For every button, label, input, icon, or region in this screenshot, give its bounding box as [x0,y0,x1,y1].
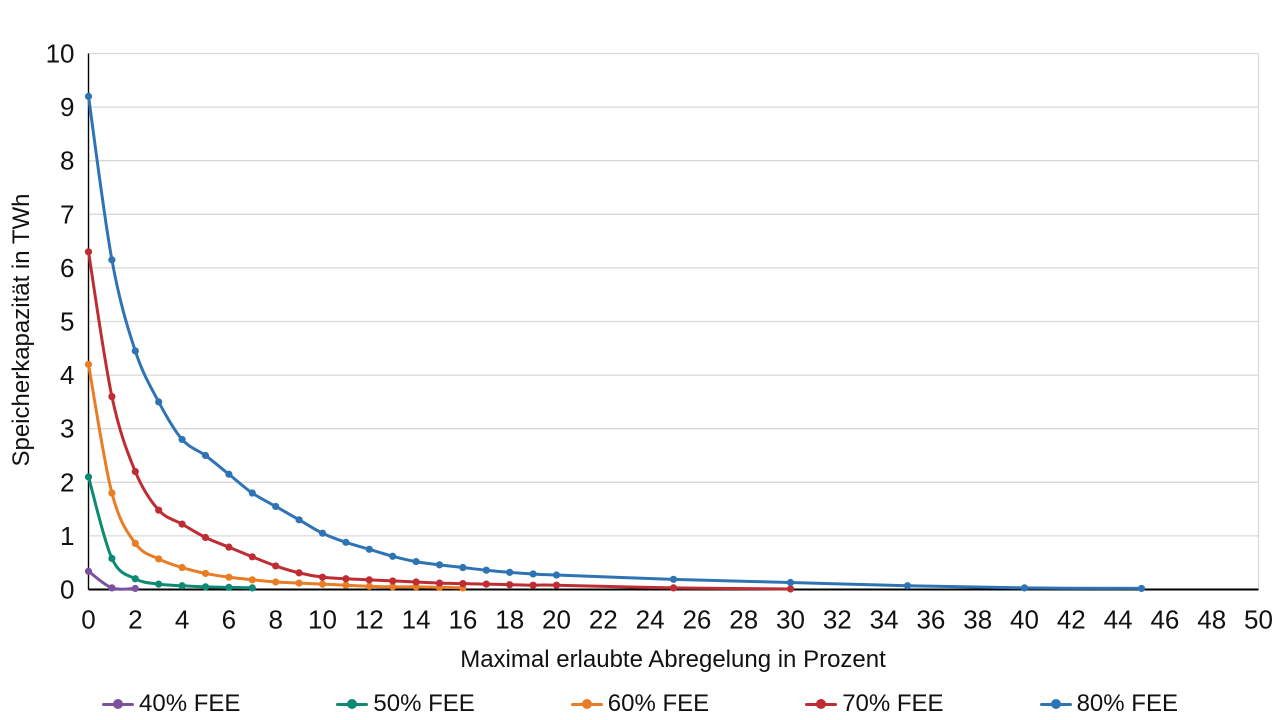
svg-text:50: 50 [1244,605,1273,635]
legend-item-50-fee: 50% FEE [336,690,475,718]
svg-text:7: 7 [60,199,74,229]
legend-line-marker-icon [102,699,135,709]
svg-text:34: 34 [870,605,899,635]
svg-text:9: 9 [60,92,74,122]
svg-text:6: 6 [60,253,74,283]
legend-dot-icon [113,699,124,709]
x-axis-title: Maximal erlaubte Abregelung in Prozent [460,646,886,673]
legend-label: 80% FEE [1076,690,1178,717]
legend-line-marker-icon [1039,699,1072,709]
svg-text:44: 44 [1104,605,1133,635]
legend-label: 50% FEE [373,690,475,717]
legend-item-40-fee: 40% FEE [102,690,240,718]
svg-text:42: 42 [1057,605,1086,635]
svg-text:18: 18 [495,605,524,635]
legend-dot-icon [581,699,592,709]
svg-text:24: 24 [636,605,665,635]
svg-text:4: 4 [60,360,74,390]
svg-text:10: 10 [308,605,337,635]
legend-dot-icon [1050,699,1061,709]
svg-text:2: 2 [60,467,74,497]
legend: 40% FEE 50% FEE 60% FEE 70% FEE 80% FEE [0,688,1280,720]
svg-text:8: 8 [60,146,74,176]
legend-line-marker-icon [805,699,838,709]
legend-label: 70% FEE [842,690,944,717]
svg-text:40: 40 [1010,605,1039,635]
svg-text:10: 10 [46,39,75,69]
legend-line-marker-icon [570,699,603,709]
svg-text:20: 20 [542,605,571,635]
svg-text:6: 6 [222,605,236,635]
legend-label: 60% FEE [607,690,710,717]
y-axis-title: Speicherkapazität in TWh [8,193,35,467]
svg-text:14: 14 [402,605,431,635]
svg-text:16: 16 [448,605,477,635]
svg-text:2: 2 [128,605,142,635]
svg-text:30: 30 [776,605,805,635]
svg-text:0: 0 [60,575,74,605]
legend-item-80-fee: 80% FEE [1039,690,1178,718]
svg-text:22: 22 [589,605,618,635]
svg-text:28: 28 [729,605,758,635]
legend-item-70-fee: 70% FEE [805,690,944,718]
svg-text:32: 32 [823,605,852,635]
svg-text:46: 46 [1150,605,1179,635]
svg-text:3: 3 [60,414,74,444]
svg-text:36: 36 [916,605,945,635]
legend-dot-icon [347,699,358,709]
svg-text:0: 0 [81,605,95,635]
svg-text:5: 5 [60,307,74,337]
legend-line-marker-icon [336,699,369,709]
svg-text:4: 4 [175,605,189,635]
svg-text:8: 8 [268,605,282,635]
svg-text:12: 12 [355,605,384,635]
svg-text:26: 26 [682,605,711,635]
svg-text:1: 1 [60,521,74,551]
legend-label: 40% FEE [139,690,241,717]
legend-dot-icon [816,699,827,709]
legend-item-60-fee: 60% FEE [570,690,710,718]
svg-text:38: 38 [963,605,992,635]
svg-text:48: 48 [1197,605,1226,635]
